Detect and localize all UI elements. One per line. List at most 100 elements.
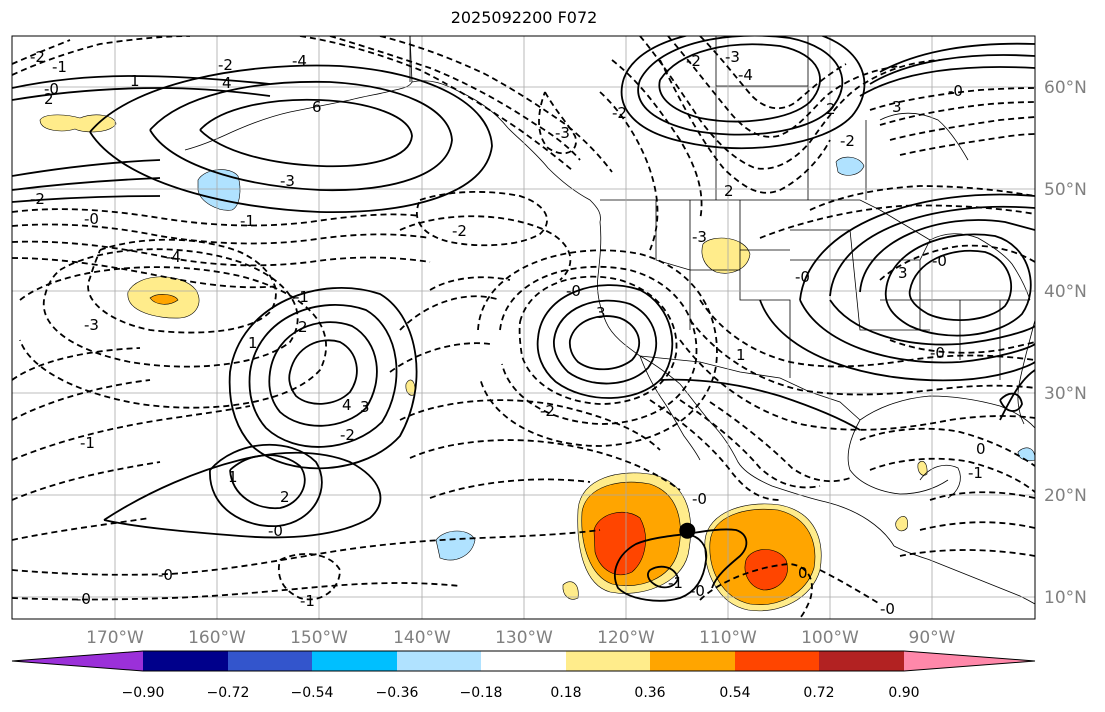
contour-pos-highpac-c: [89, 64, 493, 214]
colorbar-outline: [11, 650, 1036, 672]
colorbar-segment: [819, 651, 904, 671]
coastline-great-lakes: [929, 233, 1031, 301]
contour-neg-hudson-b: [879, 101, 1035, 126]
contour-neg-canada-a: [639, 36, 941, 170]
shade-positive-gulf-small: [917, 461, 928, 476]
contour-neg-gulf-a: [859, 427, 1035, 467]
contour-pos-pac-high-c: [248, 304, 398, 448]
colorbar-tick-label: −0.72: [207, 685, 250, 701]
contour-neg-westcoast-b: [611, 59, 703, 221]
contour-neg-pac-south-b: [12, 379, 151, 421]
contour-label: -0: [932, 252, 947, 270]
contour-neg-mex-a: [649, 399, 781, 501]
contour-neg-nw-canada: [659, 59, 831, 194]
longitude-axis: 170°W 160°W 150°W 140°W 130°W 120°W 110°…: [86, 628, 956, 648]
contour-neg-pac-ring-b: [42, 248, 299, 368]
contour-pos-canada-high-c: [620, 36, 866, 150]
contour-label: -0: [76, 590, 91, 608]
colorbar-segment: [481, 651, 566, 671]
shade-positive-centralpacific-core: [149, 294, 179, 305]
contour-pos-cal-high-b: [553, 299, 657, 385]
contour-label: -0: [268, 522, 283, 540]
lat-tick-label: 20°N: [1044, 486, 1087, 506]
colorbar-segment: [228, 651, 312, 671]
storm-center-marker: [679, 522, 696, 539]
contour-pos-east-high-d: [829, 205, 1035, 297]
contour-labels: -2 -1 -0 1 2 -2 -4 4 6 -3 -2 -3 -4 -2 2 …: [30, 48, 986, 618]
contour-label: 2: [724, 182, 734, 200]
contour-neg-mid-c: [399, 399, 661, 451]
contour-label: -3: [555, 124, 570, 142]
contour-label: -2: [612, 104, 627, 122]
contour-label: -0: [158, 566, 173, 584]
shade-positive-tc2-core: [744, 549, 788, 591]
contour-label: -4: [166, 248, 181, 266]
contour-neg-mid-b: [389, 342, 491, 373]
contour-pos-pac-tail-b: [209, 443, 323, 527]
contour-pos-tc-track: [685, 528, 748, 589]
contour-label: 1: [228, 468, 238, 486]
contour-pos-jet-b: [12, 87, 271, 101]
lat-tick-label: 40°N: [1044, 282, 1087, 302]
contour-pos-jet-e: [12, 195, 161, 203]
contour-neg-carib-c: [899, 549, 1035, 557]
contour-neg-pac-south-f: [12, 529, 601, 576]
coastline-us-west: [597, 221, 895, 547]
contour-neg-central-c: [429, 276, 511, 291]
contour-neg-mid-a: [399, 295, 501, 331]
colorbar-extend-low: [12, 651, 143, 671]
contour-neg-northwest-a: [12, 36, 191, 76]
contour-neg-carib-b: [919, 521, 1035, 531]
coastline-yucatan: [919, 464, 961, 499]
contour-neg-carib-a: [929, 491, 1035, 501]
contour-neg-hudson-d: [899, 133, 1035, 156]
contour-label: -1: [240, 212, 255, 230]
contour-label: -1: [668, 574, 683, 592]
contour-neg-hudson-c: [889, 116, 1035, 141]
map-title: 2025092200 F072: [450, 8, 598, 27]
contour-pos-hudson-c: [879, 42, 1035, 73]
contour-neg-pac-south-d: [12, 461, 161, 501]
contour-neg-south-tail: [819, 569, 881, 605]
shade-positive-eastpacific-small: [562, 581, 579, 600]
contour-label: -1: [80, 434, 95, 452]
contour-neg-southus-a: [699, 299, 1035, 368]
state-borders-east: [860, 239, 1030, 380]
contour-label: 0: [798, 564, 808, 582]
colorbar-segment: [397, 651, 481, 671]
contour-neg-gulf-b: [869, 457, 1035, 493]
contour-label: -2: [686, 52, 701, 70]
contour-neg-alaska-c: [379, 36, 613, 173]
contour-neg-northpac-d: [12, 257, 281, 289]
coastline-aleutians: [184, 81, 413, 151]
colorbar-segment: [735, 651, 819, 671]
contour-neg-mex-b: [679, 399, 821, 489]
contour-pos-jet-c: [12, 159, 161, 177]
colorbar-tick-label: 0.72: [803, 685, 834, 701]
contour-pos-canada-high-a: [658, 43, 821, 123]
contour-neg-pac-small-loop: [278, 553, 341, 601]
contour-neg-pac-south-a: [12, 347, 141, 381]
shade-negative-canada: [835, 156, 865, 176]
coastline-mexico-gulf: [847, 419, 949, 495]
contour-neg-pac-south-g: [12, 582, 461, 601]
map-frame: [11, 35, 1036, 620]
contour-label: -2: [340, 426, 355, 444]
contour-pos-east-high-e: [799, 193, 1035, 301]
contour-label: -1: [968, 464, 983, 482]
lon-tick-label: 140°W: [393, 628, 451, 648]
contour-label: 1: [130, 72, 140, 90]
contour-label: -2: [540, 402, 555, 420]
contour-neg-northpac-a: [12, 208, 421, 227]
shaded-anomalies: [39, 114, 1035, 612]
colorbar-segment: [566, 651, 650, 671]
contour-label: 2: [44, 90, 54, 108]
lon-tick-label: 90°W: [909, 628, 956, 648]
lon-tick-label: 150°W: [290, 628, 348, 648]
contour-label: 0: [976, 440, 986, 458]
contour-neg-pac-ring-a: [87, 238, 277, 334]
contour-neg-california-ring-c: [477, 249, 718, 447]
colorbar-tick-label: 0.36: [634, 685, 665, 701]
lon-tick-label: 100°W: [801, 628, 859, 648]
contour-label: 3: [898, 264, 908, 282]
